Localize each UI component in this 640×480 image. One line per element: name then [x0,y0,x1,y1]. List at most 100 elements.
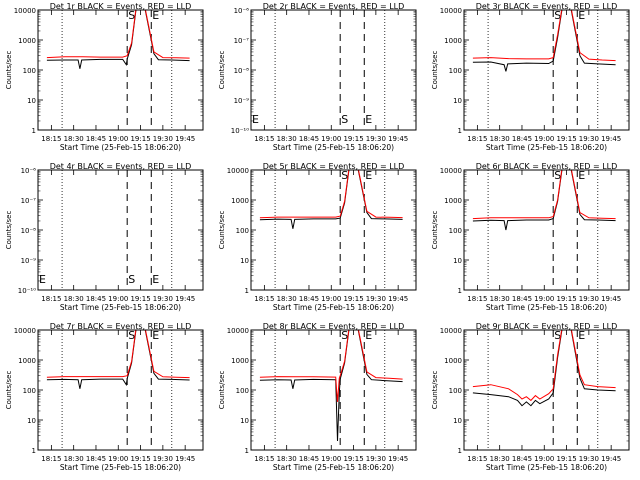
x-tick-label: 18:45 [299,295,319,303]
x-tick-label: 19:30 [579,295,599,303]
detector-panel-5: Det 5r BLACK = Events, RED = LLD 1 10 100 10… [218,162,417,312]
y-axis-label: Counts/sec [218,371,226,410]
marker-label-E: E [365,169,372,182]
x-tick-label: 19:30 [153,455,173,463]
x-tick-label: 19:45 [388,295,408,303]
y-tick-label: 10 [27,417,36,425]
series-events-line [472,10,616,72]
x-tick-label: 18:30 [490,455,510,463]
x-tick-label: 19:45 [175,455,195,463]
x-tick-label: 18:45 [512,295,532,303]
marker-label-S: S [128,273,135,286]
x-tick-label: 18:30 [64,135,84,143]
x-tick-label: 19:45 [388,455,408,463]
panel-title: Det 2r BLACK = Events, RED = LLD [263,2,405,11]
detector-panel-2: Det 2r BLACK = Events, RED = LLD 10⁻¹⁰ 10⁻… [218,2,417,152]
x-tick-label: 18:15 [467,135,487,143]
series-lld-line [472,10,616,62]
marker-label-E: E [578,329,585,342]
y-axis-label: Counts/sec [431,51,439,90]
x-tick-label: 18:15 [254,295,274,303]
detector-panel-8: Det 8r BLACK = Events, RED = LLD 1 10 100 10… [218,322,417,472]
y-tick-label: 10⁻⁶ [234,7,250,15]
marker-label-S: S [341,329,348,342]
panel-title: Det 3r BLACK = Events, RED = LLD [476,2,618,11]
y-tick-label: 10⁻⁹ [21,257,37,265]
y-tick-label: 1 [458,447,462,455]
series-lld-line [46,10,190,59]
y-tick-label: 1000 [18,357,36,365]
series-lld-line [259,330,403,402]
x-tick-label: 18:45 [86,295,106,303]
y-axis-label: Counts/sec [5,371,13,410]
marker-label-S: S [554,329,561,342]
marker-label-E: E [252,113,259,126]
x-tick-label: 19:30 [579,135,599,143]
detector-panel-9: Det 9r BLACK = Events, RED = LLD 1 10 100 10… [431,322,630,472]
y-tick-label: 10⁻⁷ [234,37,250,45]
x-tick-label: 19:00 [534,135,554,143]
x-tick-label: 18:30 [64,455,84,463]
marker-label-E: E [152,9,159,22]
marker-label-E: E [152,329,159,342]
y-tick-label: 10⁻¹⁰ [231,127,249,135]
y-tick-label: 100 [449,67,462,75]
y-axis-label: Counts/sec [431,211,439,250]
x-tick-label: 19:00 [321,135,341,143]
x-tick-label: 18:30 [490,295,510,303]
x-tick-label: 18:45 [299,455,319,463]
detector-panel-7: Det 7r BLACK = Events, RED = LLD 1 10 100 10… [5,322,204,472]
marker-label-E: E [578,169,585,182]
y-tick-label: 10000 [440,7,462,15]
x-tick-label: 19:45 [388,135,408,143]
panel-title: Det 9r BLACK = Events, RED = LLD [476,322,618,331]
series-events-line [259,330,403,442]
y-tick-label: 1000 [444,37,462,45]
x-tick-label: 18:45 [512,455,532,463]
x-tick-label: 19:15 [343,455,363,463]
y-tick-label: 10⁻⁸ [21,227,37,235]
y-tick-label: 10000 [14,7,36,15]
x-tick-label: 19:30 [366,455,386,463]
x-tick-label: 19:45 [601,295,621,303]
y-tick-label: 10⁻⁶ [21,167,37,175]
y-tick-label: 1000 [18,37,36,45]
marker-label-E: E [365,329,372,342]
x-tick-label: 18:45 [512,135,532,143]
series-events-line [46,330,190,389]
marker-label-E: E [578,9,585,22]
series-events-line [259,170,403,229]
x-tick-label: 19:30 [579,455,599,463]
plot-frame [250,9,417,131]
y-tick-label: 1 [458,127,462,135]
series-events-line [46,10,190,69]
y-tick-label: 10 [453,257,462,265]
y-axis-label: Counts/sec [218,51,226,90]
series-lld-line [259,170,403,219]
x-tick-label: 19:15 [556,295,576,303]
panel-title: Det 7r BLACK = Events, RED = LLD [50,322,192,331]
x-axis-label: Start Time (25-Feb-15 18:06:20) [486,463,607,472]
marker-label-S: S [341,113,348,126]
plot-frame [37,329,204,451]
x-tick-label: 19:45 [601,135,621,143]
x-tick-label: 19:15 [130,135,150,143]
x-tick-label: 18:15 [41,295,61,303]
marker-label-S: S [554,9,561,22]
x-tick-label: 18:15 [467,295,487,303]
y-tick-label: 100 [449,387,462,395]
x-tick-label: 19:30 [153,135,173,143]
y-tick-label: 10 [27,97,36,105]
x-tick-label: 19:00 [534,455,554,463]
y-tick-label: 10⁻⁸ [234,67,250,75]
series-lld-line [472,170,616,220]
x-tick-label: 19:15 [343,135,363,143]
x-tick-label: 18:15 [41,135,61,143]
x-tick-label: 19:45 [601,455,621,463]
x-axis-label: Start Time (25-Feb-15 18:06:20) [486,143,607,152]
y-tick-label: 1000 [231,197,249,205]
series-lld-line [472,330,616,402]
series-events-line [472,170,616,231]
detector-panel-6: Det 6r BLACK = Events, RED = LLD 1 10 100 10… [431,162,630,312]
y-tick-label: 10000 [440,327,462,335]
